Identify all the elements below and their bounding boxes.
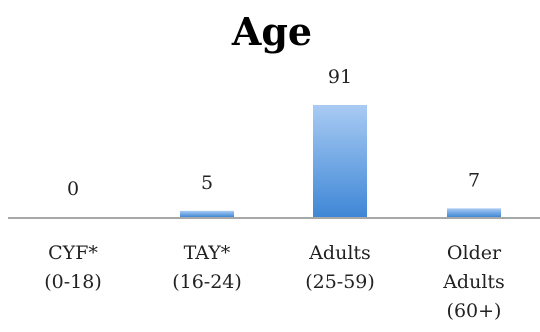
bar	[180, 210, 234, 217]
x-tick-label: CYF*	[48, 242, 98, 264]
x-tick-label: (16-24)	[172, 271, 242, 293]
value-labels-group: 0 5 91 7	[67, 66, 480, 200]
bar	[313, 105, 367, 217]
x-tick-label: Adults	[442, 271, 505, 293]
x-tick-label: (60+)	[447, 300, 502, 322]
x-tick-label: Older	[447, 242, 502, 264]
chart-title: Age	[231, 9, 312, 54]
x-tick-label: (25-59)	[305, 271, 375, 293]
x-tick-label: TAY*	[184, 242, 231, 264]
bars-group	[180, 105, 501, 217]
tick-labels-group: CYF* (0-18) TAY* (16-24) Adults (25-59) Older A…	[44, 242, 505, 322]
x-tick-label: Adults	[308, 242, 371, 264]
data-label: 0	[67, 178, 79, 200]
data-label: 5	[201, 172, 213, 194]
x-tick-label: (0-18)	[44, 271, 102, 293]
data-label: 91	[328, 66, 352, 88]
bar	[447, 208, 501, 217]
data-label: 7	[468, 169, 480, 191]
